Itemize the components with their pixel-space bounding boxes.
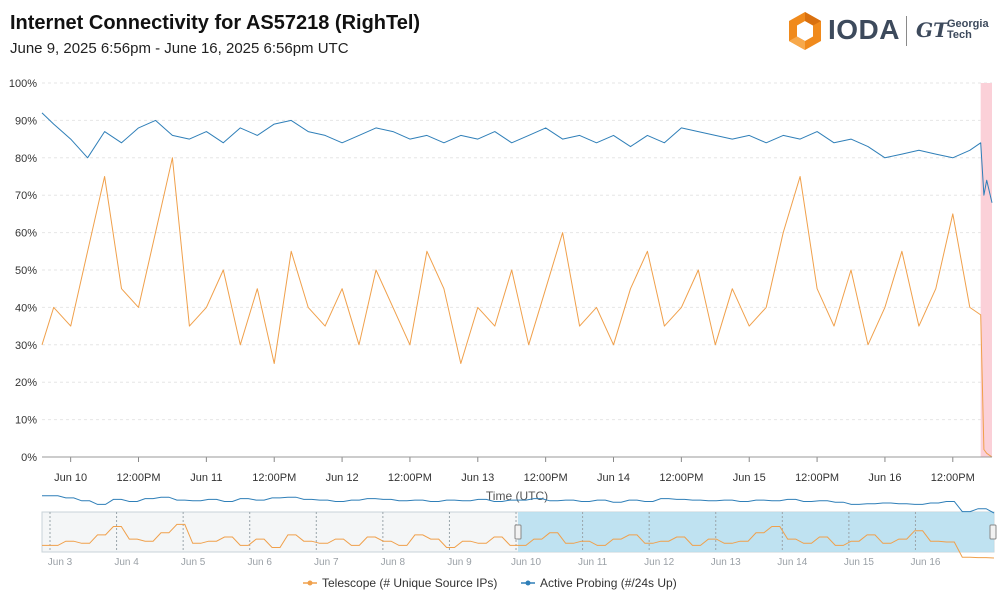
legend-swatch-dot bbox=[525, 580, 531, 586]
x-tick-label: 12:00PM bbox=[931, 472, 975, 484]
alert-band bbox=[980, 83, 992, 457]
page-title: Internet Connectivity for AS57218 (RighT… bbox=[10, 12, 421, 34]
x-tick-label: 12:00PM bbox=[795, 472, 839, 484]
y-tick-label: 80% bbox=[15, 153, 37, 165]
georgia-tech-line2: Tech bbox=[947, 29, 972, 41]
y-tick-label: 90% bbox=[15, 115, 37, 127]
x-tick-label: 12:00PM bbox=[388, 472, 432, 484]
navigator-active-probing-line bbox=[42, 495, 995, 514]
x-tick-label: Jun 15 bbox=[733, 472, 766, 484]
x-tick-label: Jun 14 bbox=[597, 472, 630, 484]
navigator-date-label: Jun 4 bbox=[114, 557, 139, 568]
x-tick-label: Jun 12 bbox=[326, 472, 359, 484]
y-tick-label: 60% bbox=[15, 228, 37, 240]
y-axis-ticks: 0% 10% 20% 30% 40% 50% 60% 70% 80% 90% 100% bbox=[9, 78, 37, 464]
chart-series bbox=[41, 112, 993, 458]
navigator-date-label: Jun 8 bbox=[381, 557, 406, 568]
y-tick-label: 50% bbox=[15, 265, 37, 277]
x-tick-label: 12:00PM bbox=[116, 472, 160, 484]
georgia-tech-mark: GT bbox=[916, 18, 948, 42]
navigator-date-label: Jun 6 bbox=[247, 557, 272, 568]
navigator-date-label: Jun 12 bbox=[644, 557, 674, 568]
x-tick-label: 12:00PM bbox=[252, 472, 296, 484]
ioda-brand-text: IODA bbox=[828, 14, 900, 45]
y-tick-label: 20% bbox=[15, 377, 37, 389]
navigator-date-label: Jun 13 bbox=[711, 557, 741, 568]
time-navigator[interactable]: Jun 3 Jun 4 Jun 5 Jun 6 Jun 7 Jun 8 Jun 9 Jun 1… bbox=[41, 495, 997, 568]
navigator-date-label: Jun 3 bbox=[48, 557, 73, 568]
legend-swatch-dot bbox=[307, 580, 313, 586]
y-tick-label: 100% bbox=[9, 78, 37, 90]
navigator-right-handle[interactable] bbox=[989, 524, 997, 540]
navigator-date-label: Jun 15 bbox=[844, 557, 874, 568]
series-line-active-probing bbox=[41, 112, 993, 203]
y-tick-label: 10% bbox=[15, 415, 37, 427]
georgia-tech-text: Georgia Tech bbox=[947, 19, 989, 41]
y-tick-label: 40% bbox=[15, 302, 37, 314]
navigator-selection[interactable] bbox=[518, 512, 994, 552]
y-tick-label: 70% bbox=[15, 190, 37, 202]
navigator-date-label: Jun 7 bbox=[314, 557, 339, 568]
navigator-date-label: Jun 9 bbox=[447, 557, 472, 568]
navigator-telescope-line bbox=[42, 523, 995, 559]
logo-divider bbox=[906, 16, 907, 46]
date-range-subtitle: June 9, 2025 6:56pm - June 16, 2025 6:56… bbox=[10, 40, 349, 57]
x-tick-label: 12:00PM bbox=[524, 472, 568, 484]
x-axis-ticks: Jun 10 12:00PM Jun 11 12:00PM Jun 12 12:00PM J… bbox=[54, 457, 975, 484]
navigator-date-label: Jun 5 bbox=[181, 557, 206, 568]
ioda-hexagon-logo-icon bbox=[789, 12, 821, 50]
legend-item-telescope[interactable]: Telescope (# Unique Source IPs) bbox=[303, 576, 497, 590]
navigator-date-label: Jun 16 bbox=[910, 557, 940, 568]
navigator-date-label: Jun 14 bbox=[777, 557, 807, 568]
navigator-date-label: Jun 11 bbox=[578, 557, 608, 568]
x-tick-label: Jun 13 bbox=[461, 472, 494, 484]
x-tick-label: 12:00PM bbox=[659, 472, 703, 484]
y-tick-label: 0% bbox=[21, 452, 37, 464]
x-axis-title: Time (UTC) bbox=[486, 489, 548, 503]
x-tick-label: Jun 16 bbox=[868, 472, 901, 484]
x-tick-label: Jun 11 bbox=[190, 472, 222, 484]
ioda-logo: IODA GT Georgia Tech bbox=[786, 10, 992, 52]
navigator-left-handle[interactable] bbox=[514, 524, 522, 540]
legend-item-active-probing[interactable]: Active Probing (#/24s Up) bbox=[521, 576, 677, 590]
legend-label: Telescope (# Unique Source IPs) bbox=[322, 576, 497, 590]
navigator-date-label: Jun 10 bbox=[511, 557, 541, 568]
legend-label: Active Probing (#/24s Up) bbox=[540, 576, 677, 590]
x-tick-label: Jun 10 bbox=[54, 472, 87, 484]
chart-legend[interactable]: Telescope (# Unique Source IPs) Active Pr… bbox=[303, 576, 677, 590]
series-line-telescope bbox=[41, 157, 993, 458]
georgia-tech-line1: Georgia bbox=[947, 18, 989, 30]
y-tick-label: 30% bbox=[15, 340, 37, 352]
